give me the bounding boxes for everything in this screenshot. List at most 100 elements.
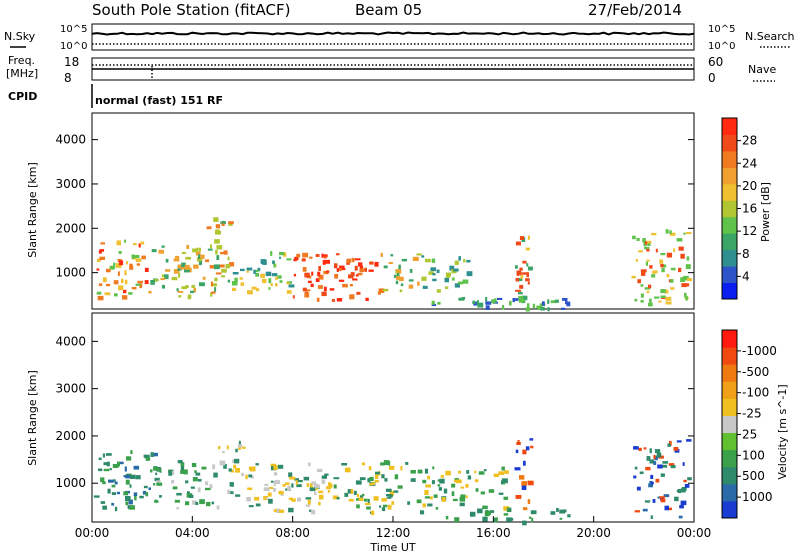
nsky-panel-frame bbox=[92, 24, 694, 50]
data-cell bbox=[125, 280, 128, 285]
data-cell bbox=[683, 233, 685, 235]
data-cell bbox=[522, 485, 527, 490]
data-cell bbox=[310, 487, 316, 491]
data-cell bbox=[423, 286, 428, 289]
data-cell bbox=[519, 285, 523, 289]
data-cell bbox=[375, 472, 380, 475]
data-cell bbox=[638, 250, 643, 252]
data-cell bbox=[454, 517, 459, 522]
data-cell bbox=[113, 263, 115, 268]
data-cell bbox=[215, 250, 218, 255]
data-cell bbox=[114, 293, 118, 296]
data-cell bbox=[660, 253, 665, 255]
data-cell bbox=[199, 499, 205, 504]
data-cell bbox=[156, 483, 162, 486]
data-cell bbox=[218, 446, 220, 449]
data-cell bbox=[476, 488, 479, 492]
data-cell bbox=[205, 259, 209, 262]
data-cell bbox=[129, 266, 133, 270]
data-cell bbox=[523, 507, 527, 510]
data-cell bbox=[162, 285, 165, 289]
data-cell bbox=[212, 464, 215, 469]
data-cell bbox=[266, 272, 272, 276]
data-cell bbox=[342, 284, 348, 288]
data-cell bbox=[649, 299, 652, 303]
data-cell bbox=[521, 272, 527, 274]
data-cell bbox=[106, 269, 111, 273]
data-cell bbox=[117, 240, 122, 245]
velocity-panel: 1000200030004000 Slant Range [km] 100050… bbox=[26, 313, 789, 554]
data-cell bbox=[344, 493, 348, 497]
data-cell bbox=[355, 266, 358, 271]
data-cell bbox=[665, 506, 670, 511]
nave-tick-low: 0 bbox=[708, 71, 716, 85]
data-cell bbox=[374, 496, 379, 501]
data-cell bbox=[222, 221, 225, 224]
data-cell bbox=[228, 280, 230, 283]
data-cell bbox=[515, 290, 521, 292]
data-cell bbox=[381, 253, 383, 257]
data-cell bbox=[635, 467, 638, 470]
colorbar-segment bbox=[722, 217, 737, 234]
data-cell bbox=[446, 516, 449, 520]
data-cell bbox=[671, 465, 676, 468]
freq-tick-high: 18 bbox=[64, 55, 79, 69]
data-cell bbox=[182, 252, 186, 254]
colorbar-segment bbox=[722, 364, 737, 382]
velocity-frame bbox=[92, 313, 694, 522]
data-cell bbox=[468, 475, 471, 479]
data-cell bbox=[645, 500, 650, 502]
data-cell bbox=[458, 256, 461, 260]
data-cell bbox=[518, 440, 520, 444]
data-cell bbox=[333, 477, 339, 479]
data-cell bbox=[633, 447, 639, 450]
colorbar-segment bbox=[722, 415, 737, 433]
data-cell bbox=[531, 510, 537, 514]
data-cell bbox=[173, 486, 178, 489]
data-cell bbox=[369, 466, 372, 470]
nsky-exp-low: 10^0 bbox=[60, 41, 87, 52]
data-cell bbox=[328, 484, 332, 488]
data-cell bbox=[154, 453, 158, 457]
data-cell bbox=[318, 266, 321, 271]
data-cell bbox=[647, 291, 650, 294]
data-cell bbox=[510, 518, 513, 521]
data-cell bbox=[125, 467, 127, 472]
colorbar-tick-label: 12 bbox=[742, 224, 757, 238]
data-cell bbox=[234, 278, 237, 283]
data-cell bbox=[213, 473, 218, 478]
data-cell bbox=[677, 440, 682, 442]
data-cell bbox=[526, 307, 530, 311]
data-cell bbox=[160, 278, 165, 280]
data-cell bbox=[653, 499, 656, 503]
data-cell bbox=[288, 508, 294, 513]
data-cell bbox=[271, 283, 273, 286]
data-cell bbox=[289, 284, 295, 287]
data-cell bbox=[105, 292, 111, 295]
data-cell bbox=[155, 473, 157, 476]
data-cell bbox=[437, 270, 440, 274]
data-cell bbox=[418, 470, 423, 474]
data-cell bbox=[521, 481, 527, 486]
data-cell bbox=[317, 469, 322, 472]
data-cell bbox=[177, 288, 179, 291]
data-cell bbox=[661, 499, 666, 503]
data-cell bbox=[289, 477, 295, 480]
data-cell bbox=[100, 477, 104, 482]
power-colorbar: 481216202428 bbox=[722, 118, 757, 300]
data-cell bbox=[162, 246, 165, 248]
data-cell bbox=[411, 478, 416, 482]
data-cell bbox=[437, 289, 441, 293]
data-cell bbox=[178, 273, 180, 278]
data-cell bbox=[509, 509, 512, 512]
data-cell bbox=[153, 483, 155, 486]
data-cell bbox=[547, 299, 549, 304]
data-cell bbox=[270, 251, 272, 256]
data-cell bbox=[358, 497, 363, 501]
data-cell bbox=[264, 487, 270, 491]
data-cell bbox=[417, 282, 420, 286]
data-cell bbox=[326, 270, 329, 272]
data-cell bbox=[402, 259, 407, 262]
data-cell bbox=[108, 489, 111, 494]
data-cell bbox=[194, 470, 196, 473]
